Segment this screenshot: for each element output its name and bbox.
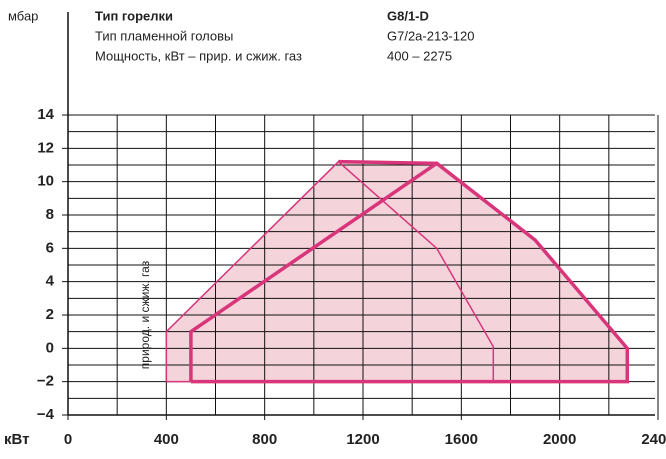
header-label: Тип горелки xyxy=(95,8,173,23)
header-value: G7/2a-213-120 xyxy=(387,28,474,43)
outline xyxy=(338,159,437,166)
header-label: Мощность, кВт – прир. и сжиж. газ xyxy=(95,48,302,63)
x-tick-label: 400 xyxy=(154,431,179,448)
y-tick-label: 2 xyxy=(46,306,54,323)
y-tick-label: 8 xyxy=(46,206,54,223)
header-label: Тип пламенной головы xyxy=(95,28,233,43)
x-tick-label: 2000 xyxy=(543,431,576,448)
y-tick-label: −2 xyxy=(37,373,54,390)
y-axis-unit: мбар xyxy=(8,8,38,23)
header-value: 400 – 2275 xyxy=(387,48,452,63)
y-tick-label: 14 xyxy=(37,106,54,123)
y-tick-label: −4 xyxy=(37,406,55,423)
x-tick-label: 1600 xyxy=(445,431,478,448)
x-axis-unit: кВт xyxy=(4,431,30,448)
y-tick-label: 12 xyxy=(37,139,54,156)
header-value: G8/1-D xyxy=(387,8,429,23)
x-tick-label: 2400 xyxy=(641,431,666,448)
y-tick-label: 0 xyxy=(46,339,54,356)
y-tick-label: 6 xyxy=(46,239,54,256)
y-tick-label: 10 xyxy=(37,173,54,190)
x-tick-label: 0 xyxy=(64,431,72,448)
outline xyxy=(189,161,630,384)
x-tick-label: 800 xyxy=(252,431,277,448)
y-tick-label: 4 xyxy=(46,273,55,290)
area xyxy=(166,161,628,382)
x-tick-label: 1200 xyxy=(346,431,379,448)
annotation: природ. и сжиж. газ xyxy=(138,260,152,369)
